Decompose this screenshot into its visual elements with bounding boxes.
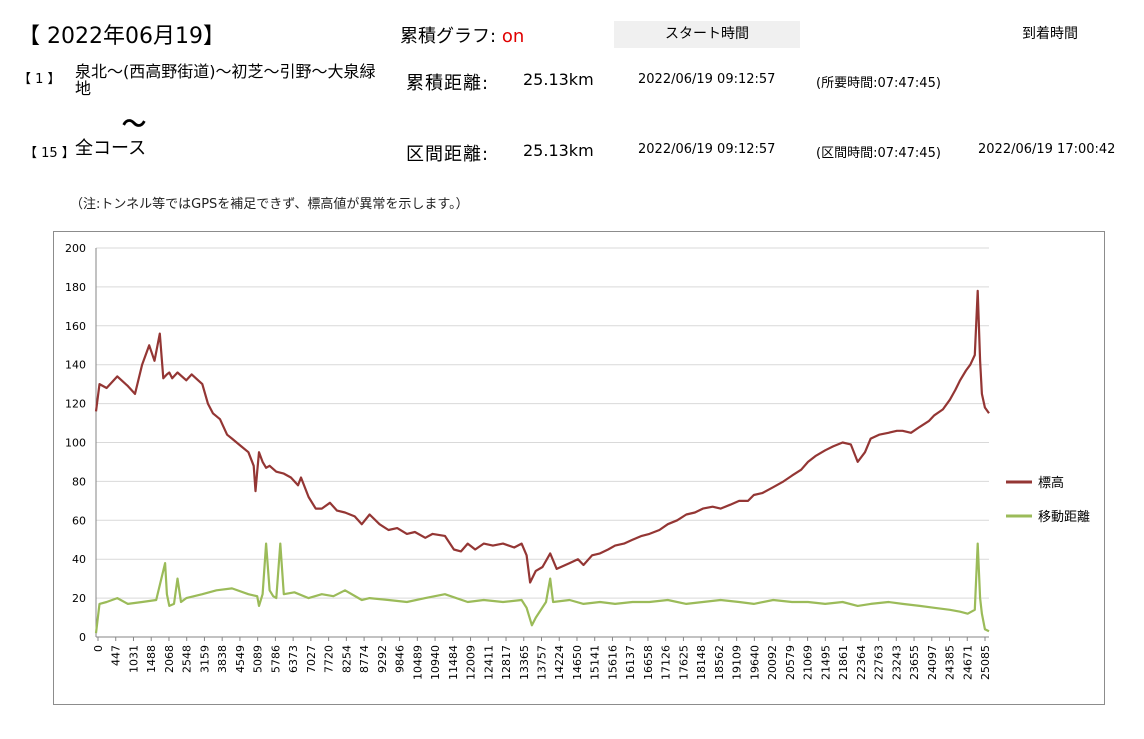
arrival-time-value: 2022/06/19 17:00:42 (978, 142, 1116, 157)
x-tick-label: 0 (92, 645, 105, 652)
x-tick-label: 20092 (766, 645, 779, 680)
cumulative-graph-toggle[interactable]: 累積グラフ: on (400, 22, 524, 48)
section-name-line1: 泉北～(西高野街道)～初芝～引野～大泉緑 (75, 62, 376, 81)
x-tick-label: 2068 (163, 645, 176, 673)
x-tick-label: 8774 (358, 645, 371, 673)
section-name[interactable]: 全コース (75, 138, 147, 159)
x-tick-label: 20579 (784, 645, 797, 680)
x-tick-label: 3838 (216, 645, 229, 673)
cumulative-graph-value[interactable]: on (501, 26, 525, 47)
x-tick-label: 14224 (553, 645, 566, 680)
x-tick-label: 6373 (287, 645, 300, 673)
y-tick-label: 40 (72, 553, 86, 566)
x-tick-label: 19640 (748, 645, 761, 680)
start-time-value: 2022/06/19 09:12:57 (638, 72, 776, 87)
x-tick-label: 7720 (323, 645, 336, 673)
cumulative-graph-label: 累積グラフ: (400, 26, 497, 47)
x-tick-label: 24385 (944, 645, 957, 680)
x-tick-label: 3159 (198, 645, 211, 673)
x-tick-label: 25085 (979, 645, 992, 680)
legend-label: 移動距離 (1038, 510, 1090, 525)
legend-label: 標高 (1038, 475, 1064, 491)
x-tick-label: 16137 (624, 645, 637, 680)
series-line-0 (94, 289, 990, 584)
series-line-1 (94, 542, 990, 634)
x-tick-label: 10940 (429, 645, 442, 680)
section-name-line1: 全コース (75, 138, 147, 159)
x-tick-label: 8254 (340, 645, 353, 673)
x-tick-label: 4549 (234, 645, 247, 673)
x-tick-label: 18562 (713, 645, 726, 680)
section-number: 【 15 】 (24, 146, 75, 161)
section-name-line2: 地 (75, 79, 92, 98)
y-tick-label: 120 (65, 398, 86, 411)
x-tick-label: 9846 (394, 645, 407, 673)
y-tick-label: 160 (65, 320, 86, 333)
x-tick-label: 5089 (252, 645, 265, 673)
x-tick-label: 1488 (145, 645, 158, 673)
start-time-button[interactable]: スタート時間 (614, 21, 800, 48)
x-tick-label: 13757 (536, 645, 549, 680)
cumulative-distance-value: 25.13km (523, 70, 594, 89)
x-tick-label: 21861 (837, 645, 850, 680)
y-tick-label: 80 (72, 475, 86, 488)
section-distance-label: 区間距離: (406, 144, 490, 165)
x-tick-label: 22364 (855, 645, 868, 680)
section-distance-value: 25.13km (523, 141, 594, 160)
x-tick-label: 22763 (873, 645, 886, 680)
x-tick-label: 12009 (465, 645, 478, 680)
x-tick-label: 15141 (589, 645, 602, 680)
x-tick-label: 14650 (571, 645, 584, 680)
x-tick-label: 2548 (181, 645, 194, 673)
x-tick-label: 17126 (660, 645, 673, 680)
arrival-time-button[interactable]: 到着時間 (1022, 26, 1078, 42)
x-tick-label: 21069 (802, 645, 815, 680)
x-tick-label: 7027 (305, 645, 318, 673)
x-tick-label: 9292 (376, 645, 389, 673)
x-tick-label: 1031 (127, 645, 140, 673)
x-tick-label: 24671 (961, 645, 974, 680)
start-time-value: 2022/06/19 09:12:57 (638, 142, 776, 157)
y-tick-label: 200 (65, 242, 86, 255)
section-time-value: (区間時間:07:47:45) (816, 146, 941, 161)
x-tick-label: 12817 (500, 645, 513, 680)
range-separator: ～ (122, 110, 146, 138)
date-title: 【 2022年06月19】 (18, 24, 225, 49)
y-tick-label: 180 (65, 281, 86, 294)
x-tick-label: 11484 (447, 645, 460, 680)
x-tick-label: 18148 (695, 645, 708, 680)
y-tick-label: 0 (79, 631, 86, 644)
x-tick-label: 447 (110, 645, 123, 666)
elevation-chart: 0 20 40 60 80 100 120 140 160 180 200 0 447 1031 1488 2… (65, 242, 1090, 680)
chart-frame: 0 20 40 60 80 100 120 140 160 180 200 0 447 1031 1488 2… (53, 231, 1105, 705)
x-tick-label: 15616 (606, 645, 619, 680)
x-tick-label: 13365 (518, 645, 531, 680)
x-tick-label: 16658 (642, 645, 655, 680)
x-tick-label: 17625 (677, 645, 690, 680)
y-tick-label: 20 (72, 592, 86, 605)
elapsed-time-value: (所要時間:07:47:45) (816, 76, 941, 91)
y-tick-label: 60 (72, 514, 86, 527)
x-tick-label: 23243 (890, 645, 903, 680)
x-tick-label: 19109 (731, 645, 744, 680)
x-tick-label: 10489 (411, 645, 424, 680)
section-name[interactable]: 泉北～(西高野街道)～初芝～引野～大泉緑 地 (75, 63, 376, 97)
cumulative-distance-label: 累積距離: (406, 73, 490, 94)
y-tick-label: 140 (65, 359, 86, 372)
x-tick-label: 23655 (908, 645, 921, 680)
x-tick-label: 5786 (269, 645, 282, 673)
gps-note: （注:トンネル等ではGPSを補足できず、標高値が異常を示します。） (70, 197, 469, 212)
x-tick-label: 24097 (926, 645, 939, 680)
x-tick-label: 12411 (482, 645, 495, 680)
y-tick-label: 100 (65, 437, 86, 450)
section-number: 【 1 】 (18, 72, 61, 87)
x-tick-label: 21495 (819, 645, 832, 680)
